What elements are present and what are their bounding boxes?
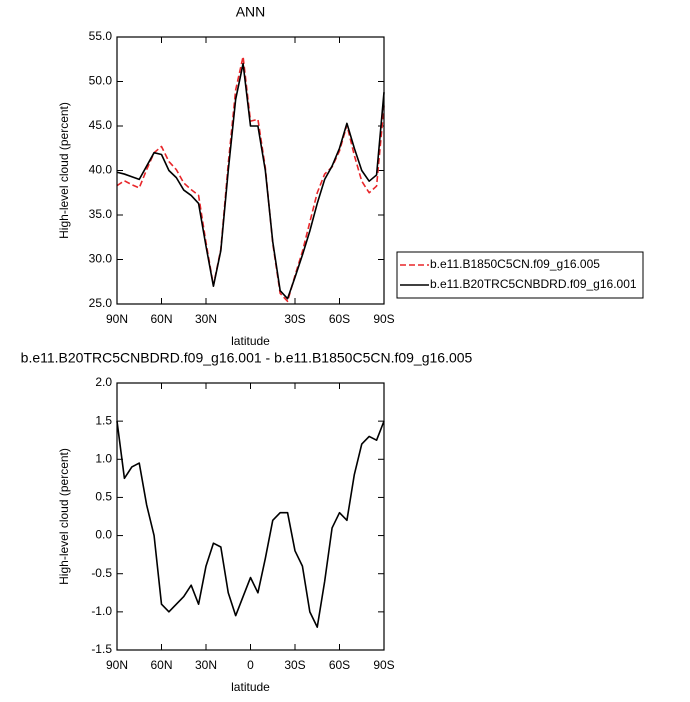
x-tick-label: 90N — [106, 312, 128, 326]
y-tick-label: 0.5 — [95, 490, 112, 504]
x-tick-label: 90S — [373, 312, 394, 326]
legend-box — [396, 251, 644, 299]
data-line — [116, 420, 385, 628]
y-tick-label: 40.0 — [89, 163, 113, 177]
x-tick-label: 0 — [247, 658, 254, 672]
x-axis-label: latitude — [231, 680, 270, 694]
y-axis-label: High-level cloud (percent) — [57, 448, 71, 585]
y-axis-label: High-level cloud (percent) — [57, 102, 71, 239]
x-tick-label: 60S — [329, 312, 350, 326]
y-tick-label: 25.0 — [89, 296, 113, 310]
data-line — [116, 55, 385, 303]
chart-title: b.e11.B20TRC5CNBDRD.f09_g16.001 - b.e11.… — [21, 350, 473, 366]
data-line — [116, 62, 385, 300]
legend-label: b.e11.B20TRC5CNBDRD.f09_g16.001 — [430, 277, 637, 291]
x-tick-label: 90N — [106, 658, 128, 672]
y-tick-label: 2.0 — [95, 375, 112, 389]
y-tick-label: -0.5 — [91, 566, 112, 580]
y-tick-label: 50.0 — [89, 74, 113, 88]
x-tick-label: 60N — [150, 658, 172, 672]
x-tick-label: 60N — [150, 312, 172, 326]
y-tick-label: 45.0 — [89, 118, 113, 132]
x-tick-label: 30N — [195, 658, 217, 672]
x-tick-label: 60S — [329, 658, 350, 672]
plot-frame — [116, 36, 385, 305]
x-axis-label: latitude — [231, 334, 270, 348]
y-tick-label: -1.5 — [91, 642, 112, 656]
x-tick-label: 30S — [284, 658, 305, 672]
y-tick-label: 1.0 — [95, 451, 112, 465]
x-tick-label: 30N — [195, 312, 217, 326]
y-tick-label: 1.5 — [95, 413, 112, 427]
chart-title: ANN — [236, 4, 266, 20]
y-tick-label: 30.0 — [89, 252, 113, 266]
x-tick-label: 30S — [284, 312, 305, 326]
plot-frame — [116, 382, 385, 651]
x-tick-label: 90S — [373, 658, 394, 672]
y-tick-label: 0.0 — [95, 528, 112, 542]
y-tick-label: -1.0 — [91, 604, 112, 618]
y-tick-label: 55.0 — [89, 29, 113, 43]
y-tick-label: 35.0 — [89, 207, 113, 221]
legend-label: b.e11.B1850C5CN.f09_g16.005 — [430, 257, 600, 271]
